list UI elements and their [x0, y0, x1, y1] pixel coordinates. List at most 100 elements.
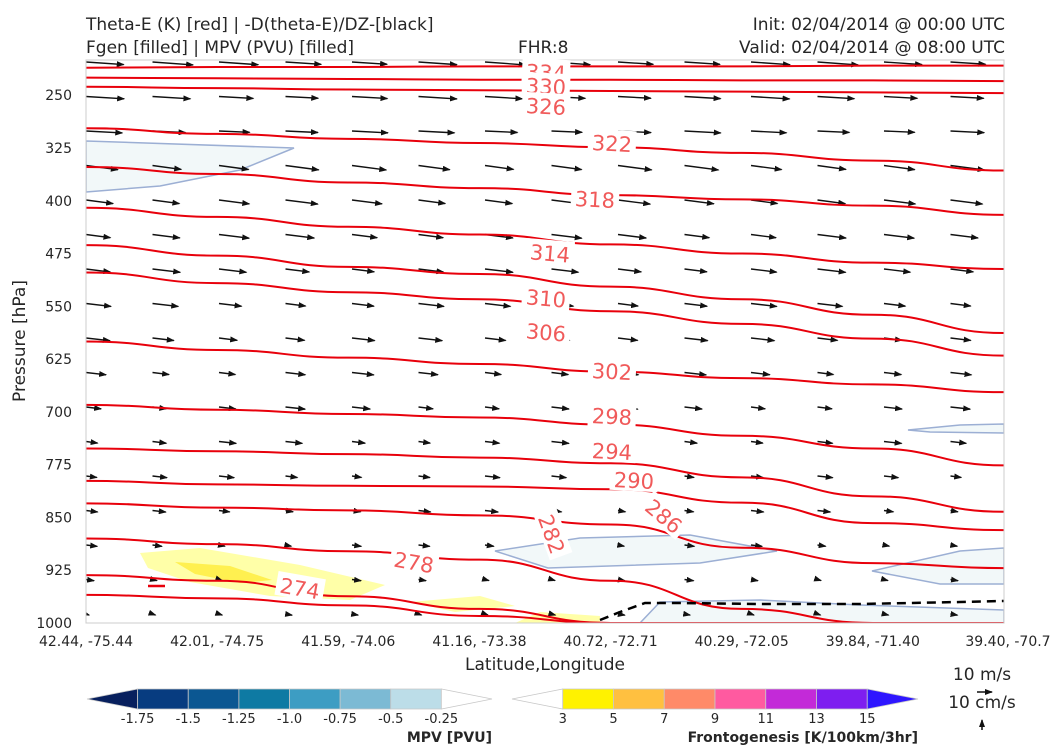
- wind-arrow: [351, 164, 388, 173]
- contour-label-bg: [521, 91, 571, 119]
- x-tick-label: 39.84, -71.40: [826, 634, 920, 650]
- wind-arrow: [217, 541, 226, 548]
- x-tick-label: 41.59, -74.06: [301, 634, 395, 650]
- wind-arrow: [351, 129, 389, 136]
- contour-label-bg: [388, 545, 440, 578]
- title-line-2: Fgen [filled] | MPV (PVU) [filled]: [86, 38, 355, 58]
- wind-arrow: [351, 233, 379, 240]
- wind-arrow: [484, 199, 514, 206]
- wind-arrow: [750, 508, 765, 515]
- wind-arrow: [817, 439, 834, 446]
- wind-arrow: [218, 164, 250, 172]
- wind-arrow: [684, 164, 720, 173]
- colorbar-tick-label: 5: [609, 712, 617, 727]
- fgen-region-lower: [410, 596, 515, 612]
- theta-e-label-326: 326: [525, 94, 566, 120]
- wind-arrow: [750, 268, 778, 275]
- wind-arrow: [218, 233, 251, 241]
- wind-arrow: [684, 233, 711, 240]
- wind-arrow: [152, 95, 192, 102]
- wind-arrow: [950, 473, 963, 480]
- wind-arrow: [351, 371, 375, 378]
- wind-arrow: [218, 199, 251, 206]
- colorbar-swatch: [238, 688, 290, 710]
- contour-label-bg: [521, 316, 572, 346]
- wind-arrow: [949, 542, 959, 548]
- wind-arrow: [418, 233, 445, 240]
- wind-vectors: [86, 60, 987, 617]
- wind-arrow: [152, 61, 195, 68]
- wind-arrow: [285, 370, 307, 377]
- wind-arrow: [950, 576, 960, 583]
- wind-arrow: [285, 60, 323, 67]
- wind-arrow: [617, 268, 643, 275]
- wind-arrow: [950, 199, 984, 207]
- wind-arrow: [617, 94, 652, 101]
- wind-arrow: [880, 575, 889, 582]
- wind-arrow: [750, 164, 783, 172]
- wind-arrow: [750, 336, 776, 343]
- y-tick-label: 1000: [36, 616, 72, 632]
- wind-arrow: [484, 61, 527, 68]
- wind-arrow: [152, 302, 180, 309]
- wind-arrow: [684, 95, 722, 102]
- theta-e-contour-294: [86, 447, 1004, 513]
- x-tick-label: 42.44, -75.44: [39, 634, 133, 650]
- wind-arrow: [218, 129, 251, 136]
- theta-e-contour-310: [86, 244, 1004, 335]
- wind-arrow: [684, 60, 721, 67]
- theta-e-contour-302: [86, 340, 1004, 394]
- theta-e-label-290: 290: [613, 468, 654, 494]
- wind-arrow: [684, 576, 695, 583]
- colorbar-swatch: [440, 688, 493, 710]
- wind-arrow: [218, 439, 238, 446]
- wind-arrow: [883, 405, 904, 412]
- wind-arrow: [547, 575, 557, 582]
- x-tick-label: 40.72, -72.71: [564, 634, 658, 650]
- colorbar-swatch: [714, 688, 767, 710]
- wind-arrow: [418, 404, 435, 411]
- wind-arrow: [950, 611, 959, 617]
- x-tick-label: 42.01, -74.75: [170, 634, 264, 650]
- wind-arrow: [617, 233, 648, 241]
- wind-arrow: [551, 473, 568, 480]
- wind-arrow: [218, 95, 255, 102]
- x-axis-ticks: 42.44, -75.44 42.01, -74.75 41.59, -74.06 4…: [39, 634, 1050, 650]
- colorbar-tick-label: 13: [808, 712, 825, 727]
- wind-arrow: [218, 61, 260, 68]
- wind-arrow: [881, 610, 890, 617]
- wind-arrow: [817, 199, 847, 206]
- wind-arrow: [817, 164, 847, 172]
- wind-arrow: [684, 405, 704, 412]
- colorbar-tick-label: -1.25: [222, 712, 256, 727]
- wind-arrow: [152, 542, 163, 549]
- y-tick-label: 775: [45, 458, 72, 474]
- wind-arrow: [812, 609, 822, 616]
- mpv-region-right-mid: [907, 423, 1004, 434]
- wind-arrow: [484, 508, 500, 515]
- y-tick-label: 925: [45, 563, 72, 579]
- wind-arrow: [418, 268, 445, 275]
- contour-label-bg: [525, 237, 576, 267]
- wind-arrow: [617, 611, 626, 617]
- colorbar-tick-label: -1.0: [277, 712, 302, 727]
- theta-e-contour-318: [86, 165, 1004, 216]
- contour-label-bg: [587, 128, 637, 156]
- wind-arrow: [547, 610, 557, 617]
- wind-arrow: [218, 508, 231, 514]
- colorbar-tick-label: -1.75: [121, 712, 155, 727]
- wind-arrow: [616, 541, 626, 548]
- wind-arrow: [883, 302, 907, 309]
- wind-arrow: [684, 302, 709, 309]
- wind-arrow: [813, 575, 823, 582]
- quiver-key-horizontal-label: 10 m/s: [953, 665, 1011, 685]
- wind-arrow: [418, 473, 431, 480]
- wind-arrow: [551, 439, 570, 446]
- wind-arrow: [285, 439, 304, 446]
- wind-arrow: [684, 336, 709, 343]
- theta-e-contour-278: [86, 574, 1004, 623]
- wind-arrow: [86, 576, 96, 583]
- wind-arrow: [152, 268, 182, 275]
- contour-label-bg: [609, 465, 659, 493]
- wind-arrow: [684, 507, 695, 514]
